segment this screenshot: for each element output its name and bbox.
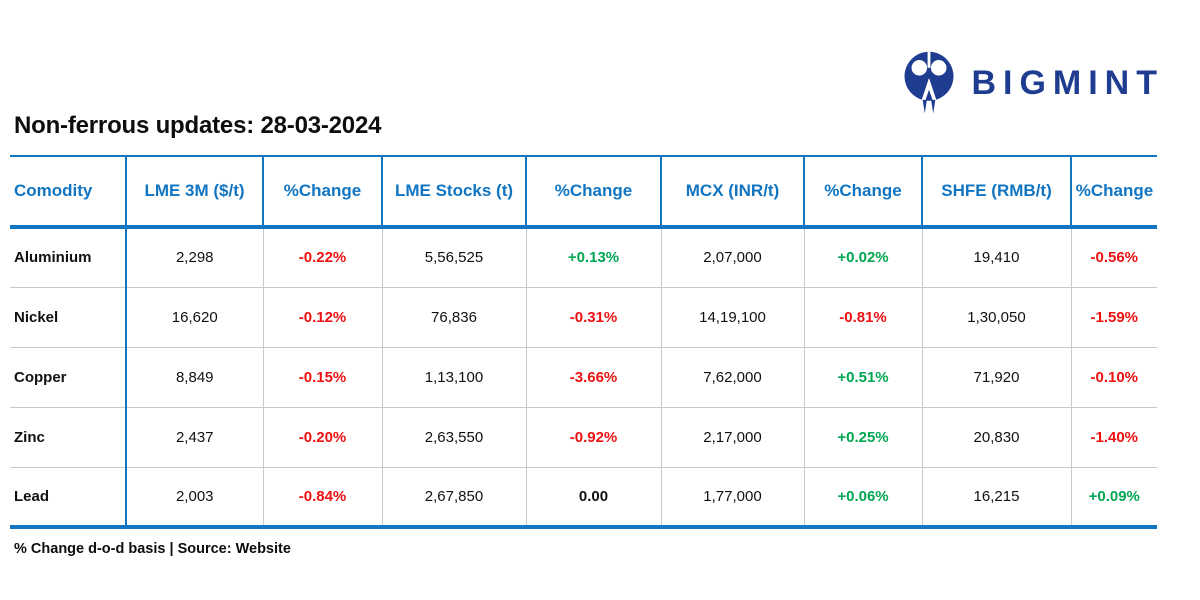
cell-commodity: Copper: [10, 347, 127, 408]
cell-lme3m-change: -0.15%: [263, 347, 383, 408]
cell-stocks-change: 0.00: [526, 467, 662, 529]
cell-commodity: Lead: [10, 467, 127, 529]
footnote: % Change d-o-d basis | Source: Website: [14, 541, 291, 557]
table-row: Zinc 2,437 -0.20% 2,63,550 -0.92% 2,17,0…: [10, 407, 1157, 468]
cell-shfe-change: +0.09%: [1071, 467, 1157, 529]
cell-mcx: 2,17,000: [661, 407, 805, 468]
column-header-mcx: MCX (INR/t): [661, 155, 805, 229]
column-header-commodity: Comodity: [10, 155, 127, 229]
cell-mcx: 14,19,100: [661, 287, 805, 348]
cell-lme3m-change: -0.22%: [263, 227, 383, 288]
cell-stocks-change: +0.13%: [526, 227, 662, 288]
cell-mcx-change: +0.25%: [804, 407, 923, 468]
cell-shfe: 19,410: [922, 227, 1072, 288]
column-header-mcx-change: %Change: [804, 155, 923, 229]
cell-commodity: Aluminium: [10, 227, 127, 288]
column-header-shfe-change: %Change: [1071, 155, 1157, 229]
cell-mcx-change: +0.06%: [804, 467, 923, 529]
table-row: Copper 8,849 -0.15% 1,13,100 -3.66% 7,62…: [10, 347, 1157, 408]
column-header-lme3m-change: %Change: [263, 155, 383, 229]
table-row: Lead 2,003 -0.84% 2,67,850 0.00 1,77,000…: [10, 467, 1157, 529]
commodity-table-wrapper: Comodity LME 3M ($/t) %Change LME Stocks…: [10, 155, 1157, 529]
commodity-price-table: Comodity LME 3M ($/t) %Change LME Stocks…: [10, 155, 1157, 529]
cell-lme3m: 2,437: [126, 407, 264, 468]
column-header-lme3m: LME 3M ($/t): [126, 155, 264, 229]
cell-mcx: 1,77,000: [661, 467, 805, 529]
cell-lme3m: 2,003: [126, 467, 264, 529]
cell-mcx-change: +0.51%: [804, 347, 923, 408]
cell-shfe-change: -0.10%: [1071, 347, 1157, 408]
cell-lme3m: 2,298: [126, 227, 264, 288]
cell-lme-stocks: 2,67,850: [382, 467, 527, 529]
column-header-lme-stocks: LME Stocks (t): [382, 155, 527, 229]
table-row: Aluminium 2,298 -0.22% 5,56,525 +0.13% 2…: [10, 227, 1157, 288]
page-title: Non-ferrous updates: 28-03-2024: [14, 112, 382, 139]
column-header-shfe: SHFE (RMB/t): [922, 155, 1072, 229]
cell-stocks-change: -3.66%: [526, 347, 662, 408]
cell-shfe: 20,830: [922, 407, 1072, 468]
table-row: Nickel 16,620 -0.12% 76,836 -0.31% 14,19…: [10, 287, 1157, 348]
cell-commodity: Zinc: [10, 407, 127, 468]
column-header-stocks-change: %Change: [526, 155, 662, 229]
cell-lme3m-change: -0.20%: [263, 407, 383, 468]
cell-lme-stocks: 1,13,100: [382, 347, 527, 408]
cell-shfe: 1,30,050: [922, 287, 1072, 348]
cell-lme3m: 8,849: [126, 347, 264, 408]
cell-lme-stocks: 5,56,525: [382, 227, 527, 288]
cell-mcx: 7,62,000: [661, 347, 805, 408]
cell-commodity: Nickel: [10, 287, 127, 348]
cell-lme-stocks: 76,836: [382, 287, 527, 348]
cell-shfe: 71,920: [922, 347, 1072, 408]
cell-stocks-change: -0.31%: [526, 287, 662, 348]
cell-shfe-change: -1.59%: [1071, 287, 1157, 348]
cell-shfe-change: -1.40%: [1071, 407, 1157, 468]
cell-lme3m-change: -0.84%: [263, 467, 383, 529]
cell-mcx-change: -0.81%: [804, 287, 923, 348]
header-row: Comodity LME 3M ($/t) %Change LME Stocks…: [10, 155, 1157, 229]
cell-shfe-change: -0.56%: [1071, 227, 1157, 288]
cell-shfe: 16,215: [922, 467, 1072, 529]
bigmint-wordmark: BIGMINT: [971, 64, 1164, 102]
cell-mcx-change: +0.02%: [804, 227, 923, 288]
bigmint-logo: BIGMINT: [902, 50, 1164, 116]
bigmint-logo-icon: [904, 51, 954, 114]
cell-lme-stocks: 2,63,550: [382, 407, 527, 468]
cell-lme3m-change: -0.12%: [263, 287, 383, 348]
cell-mcx: 2,07,000: [661, 227, 805, 288]
cell-stocks-change: -0.92%: [526, 407, 662, 468]
cell-lme3m: 16,620: [126, 287, 264, 348]
